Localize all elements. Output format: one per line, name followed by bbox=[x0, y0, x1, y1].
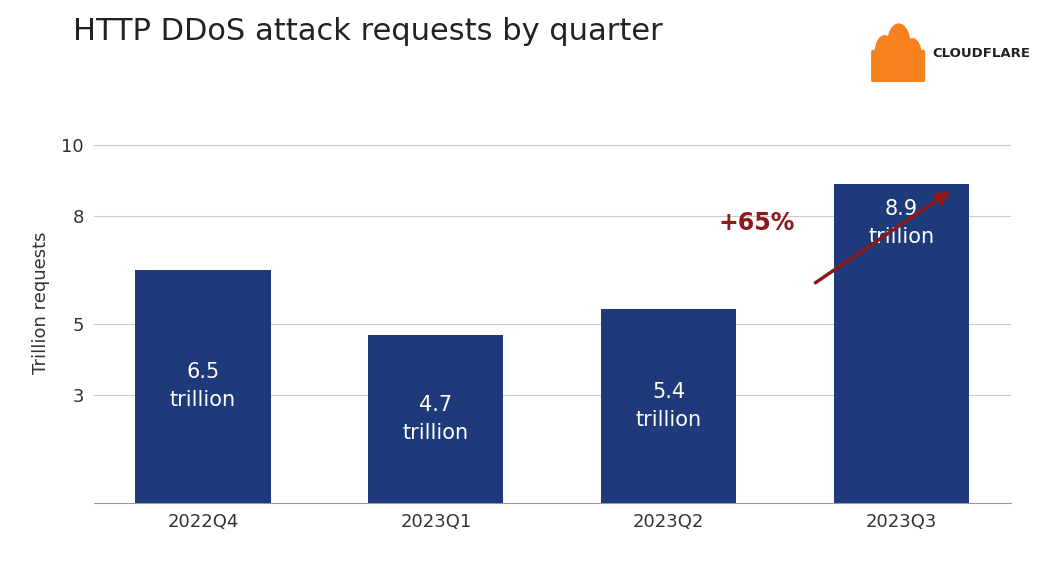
Text: 5.4
trillion: 5.4 trillion bbox=[636, 382, 701, 430]
FancyBboxPatch shape bbox=[872, 50, 924, 81]
Bar bbox=[368, 334, 503, 503]
Text: 8.9
trillion: 8.9 trillion bbox=[868, 199, 935, 247]
Bar bbox=[601, 310, 737, 503]
Text: 4.7
trillion: 4.7 trillion bbox=[403, 395, 469, 443]
Ellipse shape bbox=[875, 36, 894, 71]
Ellipse shape bbox=[888, 24, 910, 62]
Bar bbox=[834, 184, 969, 503]
Text: CLOUDFLARE: CLOUDFLARE bbox=[933, 47, 1031, 60]
Y-axis label: Trillion requests: Trillion requests bbox=[32, 231, 50, 373]
Text: +65%: +65% bbox=[719, 211, 795, 236]
Bar bbox=[135, 270, 271, 503]
Ellipse shape bbox=[903, 39, 921, 71]
Text: 6.5
trillion: 6.5 trillion bbox=[170, 362, 237, 410]
Text: HTTP DDoS attack requests by quarter: HTTP DDoS attack requests by quarter bbox=[73, 17, 663, 46]
